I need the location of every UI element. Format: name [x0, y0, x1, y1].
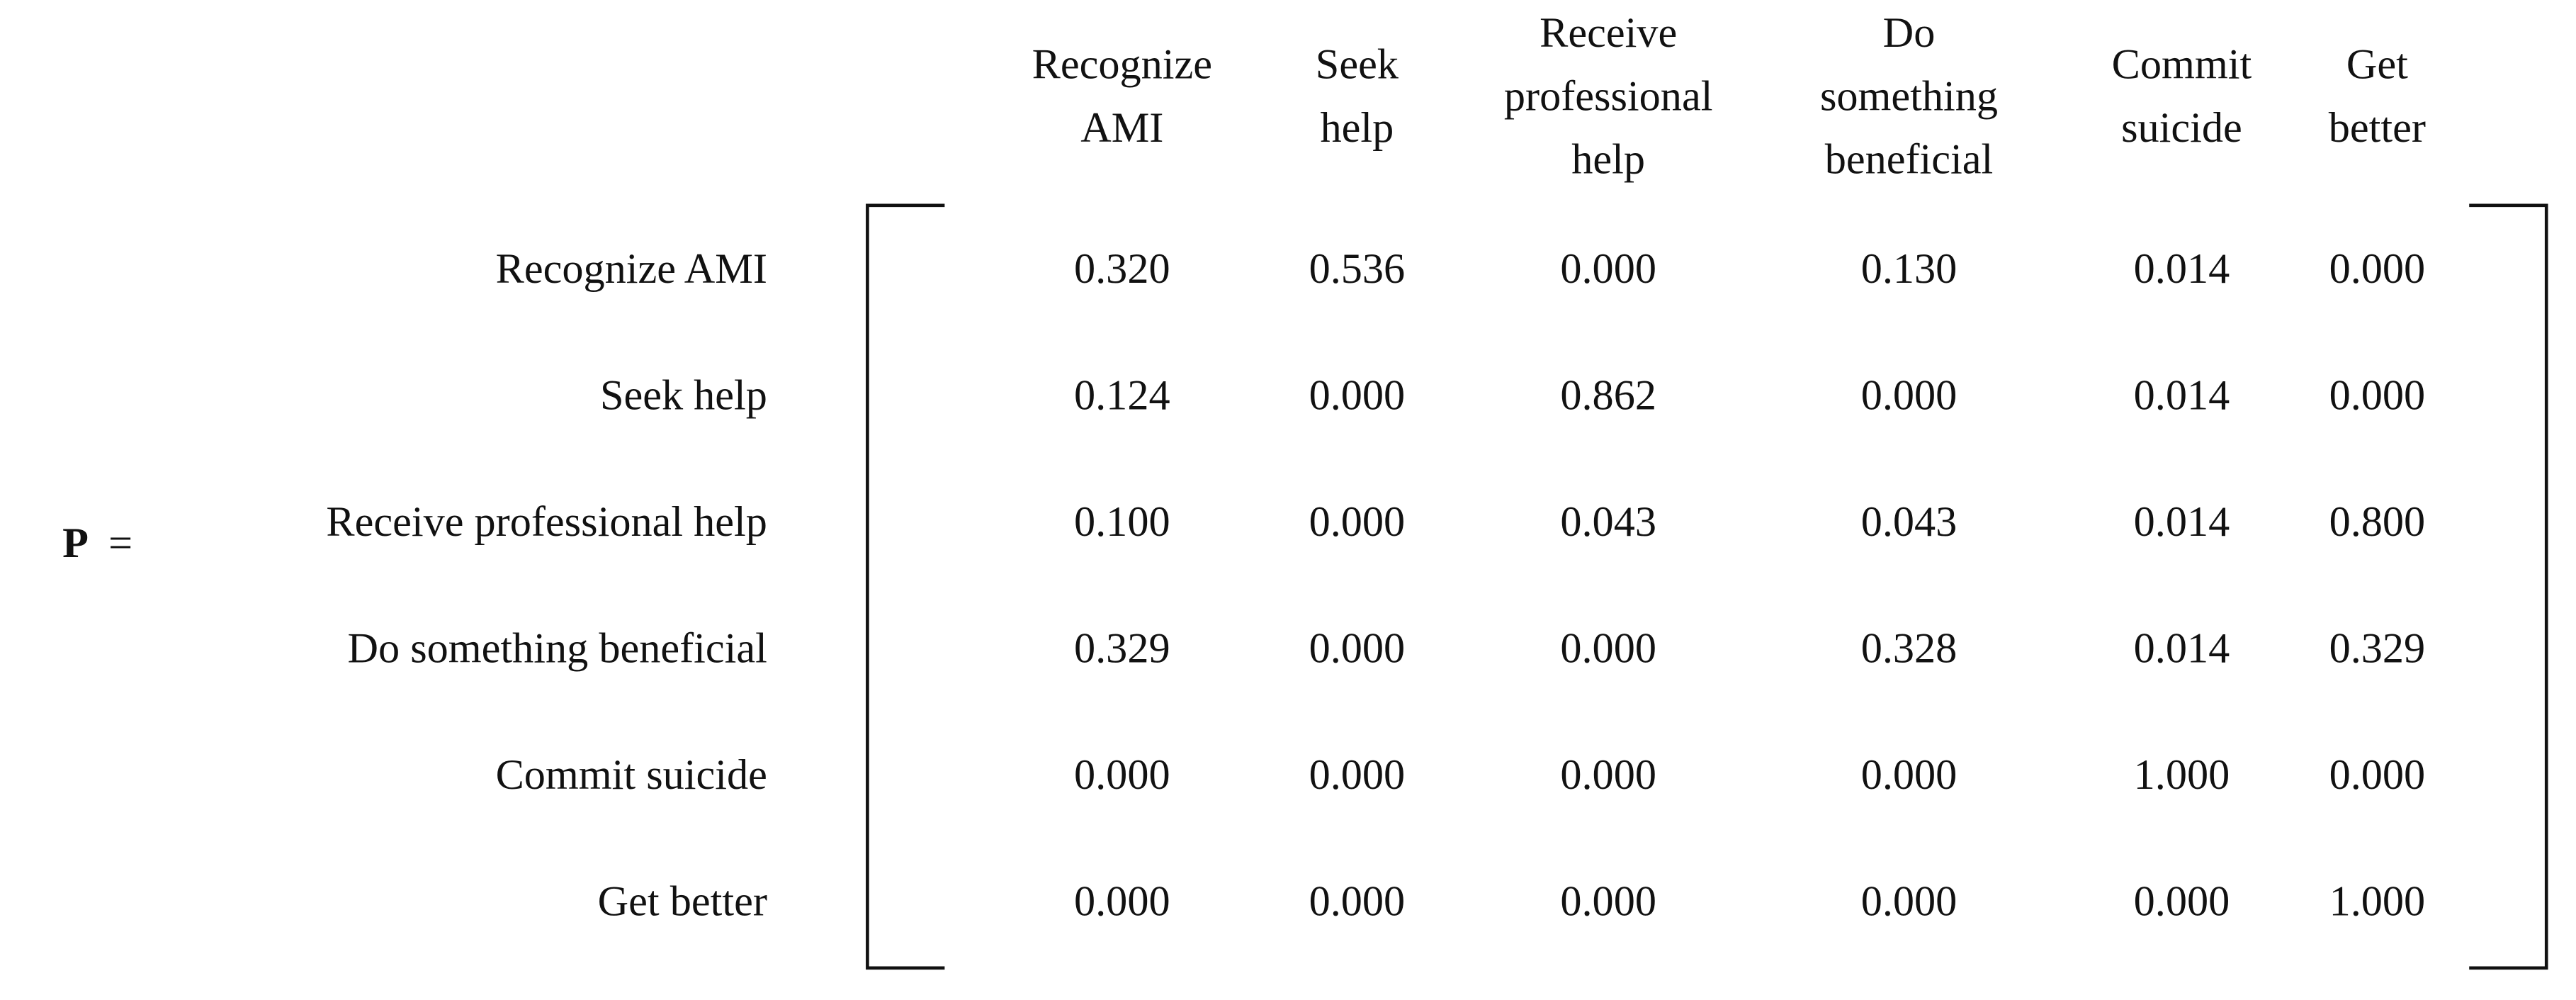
matrix-cell: 0.000	[1861, 371, 1958, 419]
matrix-cell: 0.000	[1309, 371, 1406, 419]
matrix-cell: 0.014	[2134, 371, 2230, 419]
matrix-cell: 0.000	[1309, 877, 1406, 925]
matrix-cell: 0.014	[2134, 624, 2230, 672]
matrix-cell: 0.130	[1861, 245, 1958, 293]
column-header: Do	[1883, 9, 1936, 57]
matrix-cell: 0.043	[1861, 498, 1958, 546]
matrix-cell: 0.320	[1074, 245, 1170, 293]
column-header: Seek	[1316, 41, 1399, 89]
matrix-cell: 0.000	[1309, 751, 1406, 799]
matrix-cell: 0.000	[2329, 371, 2426, 419]
matrix-cell: 0.000	[2329, 751, 2426, 799]
matrix-cell: 0.014	[2134, 245, 2230, 293]
matrix-cell: 0.000	[1309, 498, 1406, 546]
matrix-cell: 0.000	[2329, 245, 2426, 293]
matrix-cell: 1.000	[2134, 751, 2230, 799]
matrix-cell: 0.000	[1560, 245, 1656, 293]
matrix-cell: 0.000	[1309, 624, 1406, 672]
matrix-cell: 0.043	[1560, 498, 1656, 546]
column-header: suicide	[2121, 104, 2242, 152]
column-header: Commit	[2112, 41, 2252, 89]
matrix-cell: 0.000	[1861, 877, 1958, 925]
row-label: Get better	[598, 877, 767, 925]
column-header: Receive	[1540, 9, 1677, 57]
matrix-cell: 0.124	[1074, 371, 1170, 419]
column-header: AMI	[1080, 104, 1163, 152]
column-header: professional	[1504, 72, 1713, 120]
column-header: help	[1321, 104, 1394, 152]
matrix-cell: 0.000	[1074, 877, 1170, 925]
column-header: help	[1571, 136, 1645, 184]
column-header: beneficial	[1825, 136, 1994, 184]
matrix-cell: 0.100	[1074, 498, 1170, 546]
column-header: Get	[2346, 41, 2408, 89]
row-label: Commit suicide	[496, 751, 767, 799]
matrix-label: P	[62, 519, 89, 567]
row-label: Seek help	[600, 371, 767, 419]
row-label: Do something beneficial	[347, 624, 767, 672]
column-header: better	[2329, 104, 2426, 152]
matrix-cell: 0.800	[2329, 498, 2426, 546]
matrix-cell: 0.000	[1074, 751, 1170, 799]
left-bracket	[866, 203, 945, 970]
column-header: something	[1820, 72, 1998, 120]
matrix-cell: 0.000	[1560, 877, 1656, 925]
matrix-cell: 0.536	[1309, 245, 1406, 293]
matrix-cell: 0.328	[1861, 624, 1958, 672]
matrix-cell: 0.000	[1560, 624, 1656, 672]
equals-sign: =	[108, 519, 132, 567]
matrix-cell: 0.014	[2134, 498, 2230, 546]
right-bracket	[2469, 203, 2548, 970]
matrix-cell: 0.000	[1560, 751, 1656, 799]
column-header: Recognize	[1032, 41, 1212, 89]
matrix-cell: 0.329	[1074, 624, 1170, 672]
matrix-cell: 0.000	[1861, 751, 1958, 799]
row-label: Recognize AMI	[496, 245, 767, 293]
matrix-cell: 0.862	[1560, 371, 1656, 419]
matrix-cell: 0.329	[2329, 624, 2426, 672]
row-label: Receive professional help	[326, 498, 767, 546]
matrix-cell: 1.000	[2329, 877, 2426, 925]
matrix-cell: 0.000	[2134, 877, 2230, 925]
